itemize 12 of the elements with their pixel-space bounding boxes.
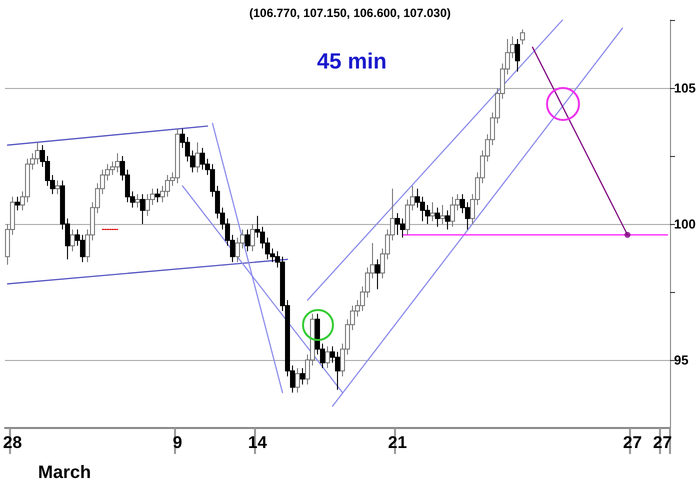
- x-tick-label: 14: [248, 433, 268, 452]
- x-tick-label: 21: [388, 433, 407, 452]
- y-tick-label: 105: [674, 80, 696, 96]
- y-tick-label: 100: [674, 216, 696, 232]
- text: 45 min: [317, 48, 387, 74]
- x-tick-label: 28: [3, 433, 22, 452]
- chart-title: (106.770, 107.150, 106.600, 107.030): [249, 6, 451, 20]
- y-tick-label: 95: [674, 352, 688, 368]
- x-tick-label: 27: [653, 433, 672, 452]
- x-tick-label: 9: [172, 433, 182, 452]
- x-axis-title: March: [38, 462, 92, 482]
- x-tick-label: 27: [623, 433, 642, 452]
